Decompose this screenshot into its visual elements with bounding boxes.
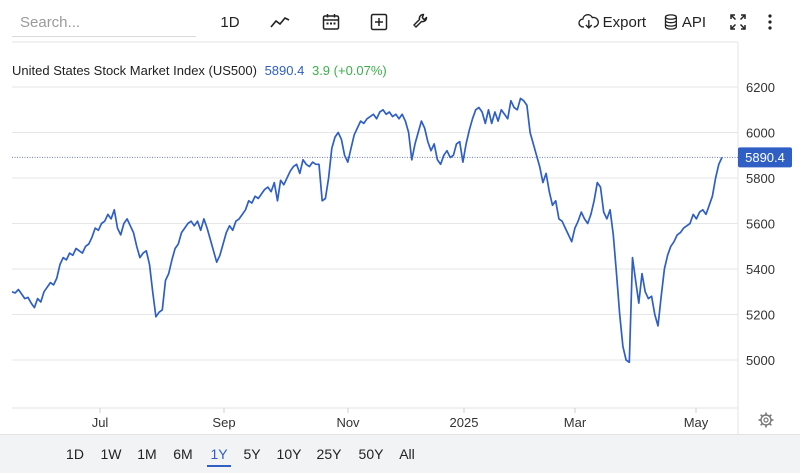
y-tick-label: 5000 <box>746 353 775 368</box>
database-icon <box>664 14 677 30</box>
y-tick-label: 5800 <box>746 171 775 186</box>
fullscreen-icon[interactable] <box>727 10 749 34</box>
export-button[interactable]: Export <box>578 10 646 34</box>
index-change: 3.9 (+0.07%) <box>311 63 387 78</box>
api-button[interactable]: API <box>664 10 706 34</box>
calendar-icon[interactable] <box>319 10 343 34</box>
y-tick-label: 6000 <box>746 126 775 141</box>
y-tick-label: 5400 <box>746 262 775 277</box>
range-button-1w[interactable]: 1W <box>100 446 122 462</box>
range-button-all[interactable]: All <box>399 446 415 462</box>
interval-button[interactable]: 1D <box>220 13 240 31</box>
current-price-label: 5890.4 <box>745 150 785 165</box>
range-button-25y[interactable]: 25Y <box>316 446 342 462</box>
y-axis: 6200 6000 5800 5600 5400 5200 5000 <box>746 80 775 368</box>
range-button-1y[interactable]: 1Y <box>207 443 231 467</box>
range-button-5y[interactable]: 5Y <box>243 446 261 462</box>
range-button-6m[interactable]: 6M <box>173 446 193 462</box>
series-line <box>11 97 723 364</box>
api-label: API <box>681 13 706 31</box>
y-tick-label: 6200 <box>746 80 775 95</box>
range-selector: 1D 1W 1M 6M 1Y 5Y 10Y 25Y 50Y All <box>0 434 800 473</box>
more-options-icon[interactable] <box>763 10 777 34</box>
add-indicator-icon[interactable] <box>367 10 391 34</box>
range-button-10y[interactable]: 10Y <box>276 446 302 462</box>
chart-grid <box>12 41 739 434</box>
toolbar: 1D Export API <box>0 0 800 44</box>
x-tick-label: May <box>684 415 709 430</box>
current-price-badge: 5890.4 <box>738 147 792 168</box>
y-tick-label: 5600 <box>746 217 775 232</box>
x-tick-label: Jul <box>92 415 109 430</box>
index-name: United States Stock Market Index (US500) <box>12 63 257 78</box>
index-price: 5890.4 <box>264 63 305 78</box>
range-button-50y[interactable]: 50Y <box>358 446 384 462</box>
x-tick-label: Nov <box>336 415 360 430</box>
settings-icon[interactable] <box>758 412 774 428</box>
x-tick-label: Mar <box>564 415 587 430</box>
range-button-1m[interactable]: 1M <box>137 446 157 462</box>
chart-title: United States Stock Market Index (US500)… <box>12 63 387 78</box>
x-tick-label: 2025 <box>450 415 479 430</box>
range-button-1d[interactable]: 1D <box>66 446 84 462</box>
cloud-download-icon <box>578 14 599 29</box>
search-input[interactable] <box>12 9 196 37</box>
y-tick-label: 5200 <box>746 308 775 323</box>
x-axis: Jul Sep Nov 2025 Mar May <box>92 415 709 430</box>
wrench-icon[interactable] <box>409 10 433 34</box>
line-chart-icon[interactable] <box>268 10 292 34</box>
price-chart[interactable]: 6200 6000 5800 5600 5400 5200 5000 Jul Sep Nov 20… <box>0 0 800 434</box>
export-label: Export <box>602 13 646 31</box>
x-tick-label: Sep <box>212 415 235 430</box>
